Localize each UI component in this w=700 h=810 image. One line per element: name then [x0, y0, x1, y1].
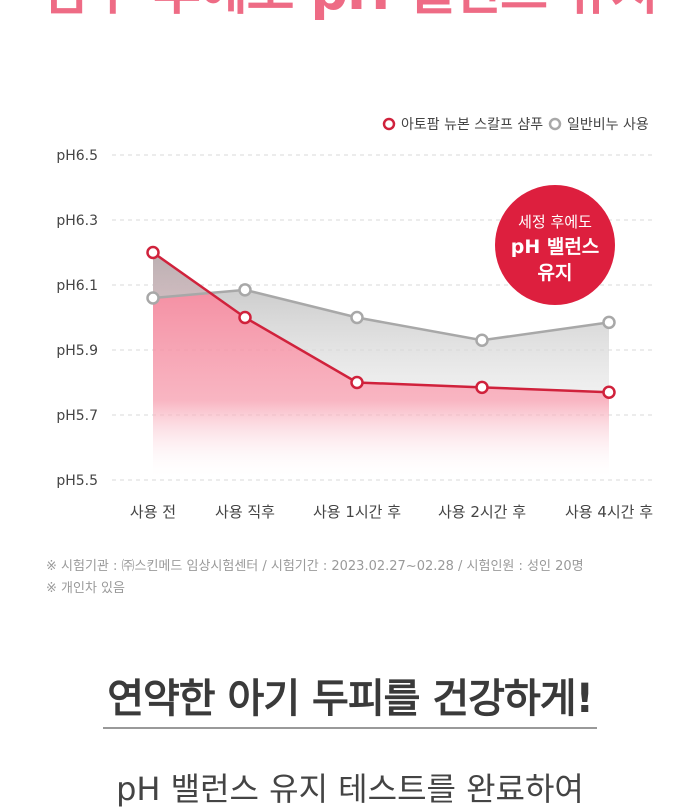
- y-tick-label: pH6.3: [56, 213, 98, 229]
- data-point-soap: [475, 333, 489, 347]
- data-point-soap: [146, 291, 160, 305]
- badge-text-line1: 세정 후에도: [518, 213, 592, 231]
- section-subheading: pH 밸런스 유지 테스트를 완료하여: [116, 770, 584, 808]
- data-point-soap: [602, 315, 616, 330]
- y-tick-label: pH6.5: [56, 148, 98, 164]
- data-point-shampoo: [238, 310, 252, 325]
- x-tick-label: 사용 2시간 후: [438, 503, 526, 521]
- top-title: 샴푸 후에도 pH 밸런스 유지: [0, 0, 700, 18]
- heading-underline: [103, 727, 597, 729]
- badge-text-line2: pH 밸런스: [511, 236, 600, 258]
- ph-line-chart: pH6.5 pH6.3 pH6.1 pH5.9 pH5.7 pH5.5 사용 전 사용 직후 사…: [56, 117, 653, 521]
- y-tick-label: pH5.9: [56, 343, 98, 359]
- legend-marker-soap: [548, 117, 562, 131]
- legend-label-soap: 일반비누 사용: [567, 117, 649, 133]
- legend-label-shampoo: 아토팜 뉴본 스칼프 샴푸: [401, 117, 543, 133]
- footnote-disclaimer: ※ 개인차 있음: [46, 581, 125, 596]
- data-point-shampoo: [350, 375, 364, 390]
- section-heading: 연약한 아기 두피를 건강하게!: [107, 676, 594, 722]
- y-tick-label: pH5.7: [56, 408, 98, 424]
- badge-text-line3: 유지: [538, 262, 573, 284]
- legend-marker-shampoo: [382, 117, 396, 131]
- footnote-test-info: ※ 시험기관 : ㈜스킨메드 임상시험센터 / 시험기간 : 2023.02.2…: [46, 559, 584, 574]
- x-tick-label: 사용 1시간 후: [313, 503, 401, 521]
- data-point-shampoo: [146, 245, 160, 260]
- x-tick-label: 사용 직후: [215, 503, 275, 521]
- data-point-shampoo: [602, 385, 616, 399]
- x-tick-label: 사용 4시간 후: [565, 503, 653, 521]
- y-tick-label: pH6.1: [56, 278, 98, 294]
- x-tick-label: 사용 전: [130, 503, 176, 521]
- data-point-soap: [350, 310, 364, 325]
- footnotes: ※ 시험기관 : ㈜스킨메드 임상시험센터 / 시험기간 : 2023.02.2…: [46, 556, 584, 600]
- data-point-shampoo: [475, 380, 489, 395]
- ph-balance-badge: [495, 185, 615, 305]
- data-point-soap: [238, 283, 252, 297]
- series-area-shampoo: [153, 252, 609, 480]
- y-tick-label: pH5.5: [56, 473, 98, 489]
